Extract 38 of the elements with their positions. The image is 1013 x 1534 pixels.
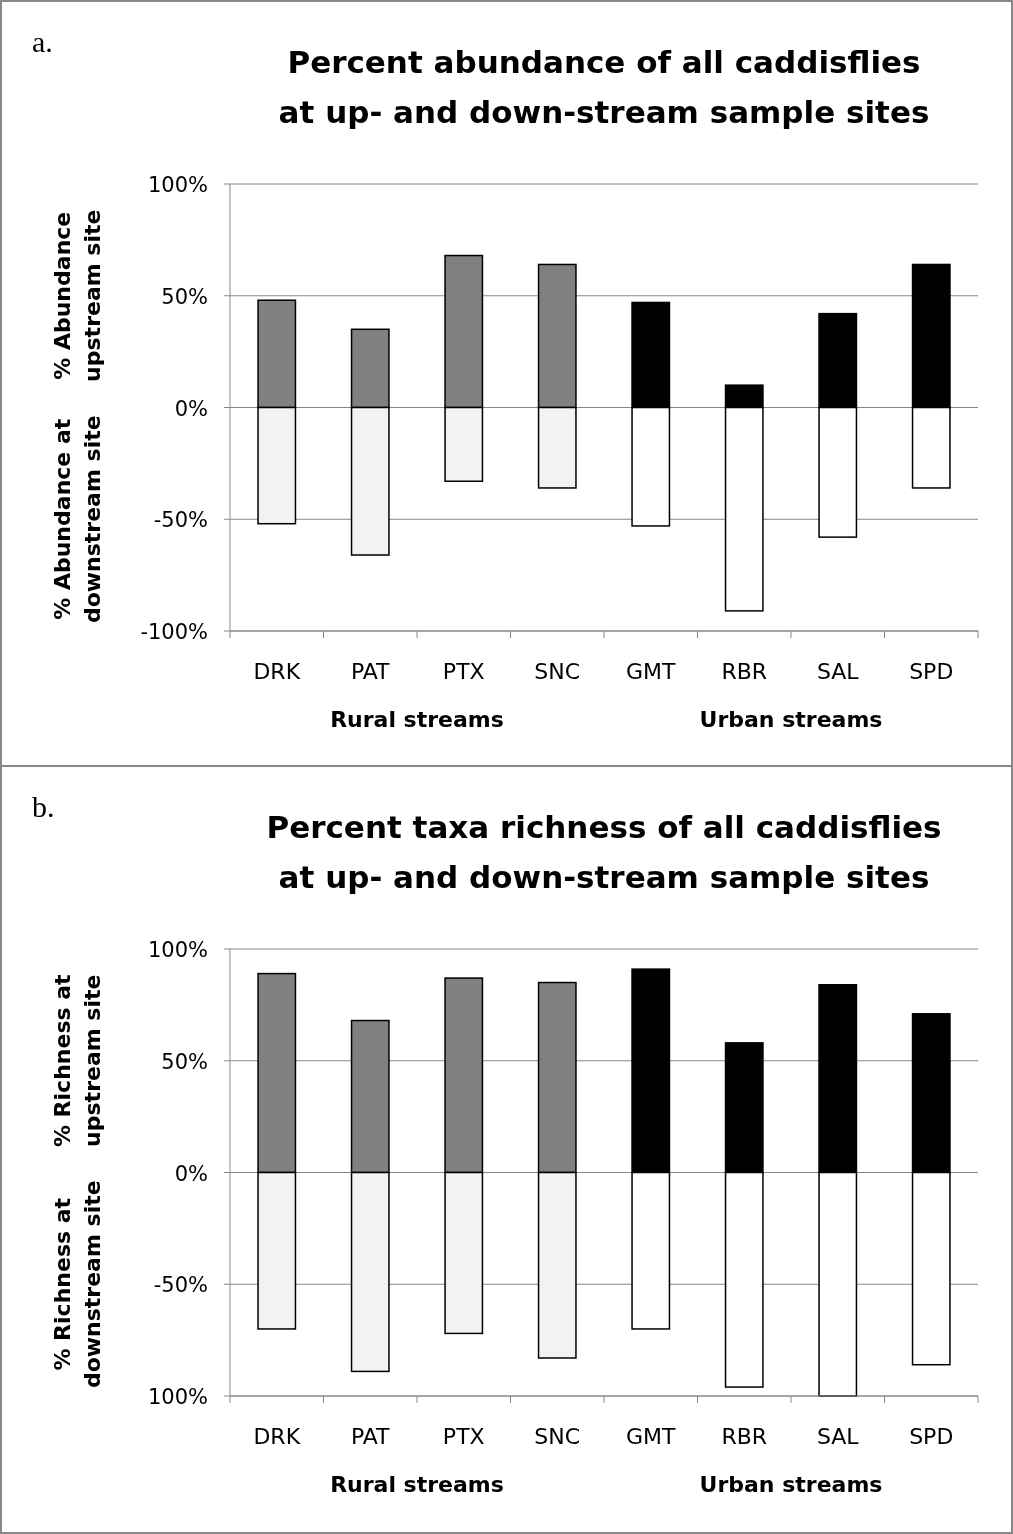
chart-title: Percent taxa richness of all caddisflies at up- and down-stream sample sites: [266, 809, 942, 895]
x-tick-label: PTX: [442, 1424, 485, 1449]
text: Urban streams: [699, 707, 883, 732]
y-tick-label: 0%: [174, 1161, 208, 1186]
y-tick-label: -50%: [153, 508, 208, 533]
x-tick-label: DRK: [253, 659, 301, 684]
x-tick-label: GMT: [626, 1424, 677, 1449]
x-tick-label: SPD: [909, 659, 954, 684]
x-tick-label: SNC: [534, 659, 581, 684]
y-tick-label: -100%: [140, 620, 208, 644]
text: a.: [32, 25, 53, 58]
y-tick-label: 0%: [174, 396, 208, 421]
y-tick-label: 50%: [161, 284, 208, 309]
text: Rural streams: [330, 1472, 504, 1497]
x-tick-label: RBR: [721, 659, 768, 684]
x-tick-label: GMT: [626, 659, 677, 684]
text: Urban streams: [699, 1472, 883, 1497]
x-tick-label: SAL: [816, 1424, 860, 1449]
y-tick-label: -50%: [153, 1273, 208, 1298]
y-axis-title: % Abundance upstream site: [50, 209, 105, 382]
y-tick-label: 100%: [147, 173, 208, 197]
x-tick-label: PTX: [442, 659, 485, 684]
x-tick-label: SPD: [909, 1424, 954, 1449]
x-tick-label: DRK: [253, 1424, 301, 1449]
x-tick-label: SAL: [816, 659, 860, 684]
y-tick-label: 50%: [161, 1049, 208, 1074]
x-tick-label: PAT: [350, 659, 391, 684]
y-tick-label: 100%: [147, 1385, 208, 1409]
text: b.: [32, 790, 55, 823]
x-tick-label: PAT: [350, 1424, 391, 1449]
x-tick-label: RBR: [721, 1424, 768, 1449]
x-tick-label: SNC: [534, 1424, 581, 1449]
chart-title: Percent abundance of all caddisflies at up- and down-stream sample sites: [278, 44, 930, 130]
y-tick-label: 100%: [147, 938, 208, 962]
text: % Abundance at downstream site: [50, 415, 105, 624]
y-axis-title: % Richness at upstream site: [50, 973, 105, 1148]
text: % Richness at downstream site: [50, 1180, 105, 1389]
text: Rural streams: [330, 707, 504, 732]
